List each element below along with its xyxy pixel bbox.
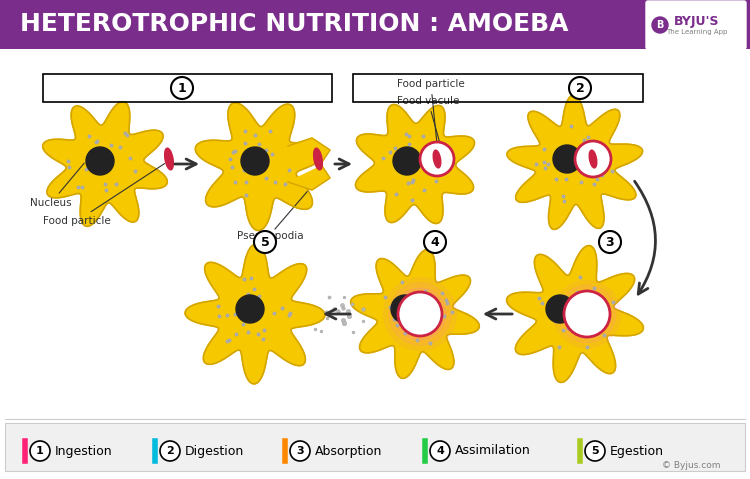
Circle shape xyxy=(241,147,269,175)
Polygon shape xyxy=(288,166,330,190)
Text: 4: 4 xyxy=(436,446,444,456)
Text: Digestion: Digestion xyxy=(185,445,244,457)
Circle shape xyxy=(430,441,450,461)
Text: 5: 5 xyxy=(591,446,598,456)
Circle shape xyxy=(420,142,454,176)
Text: 4: 4 xyxy=(430,236,439,249)
Text: Food vacule: Food vacule xyxy=(397,96,459,166)
Circle shape xyxy=(86,147,114,175)
Text: HETEROTROPHIC NUTRITION : AMOEBA: HETEROTROPHIC NUTRITION : AMOEBA xyxy=(20,12,568,36)
Ellipse shape xyxy=(314,148,322,170)
Circle shape xyxy=(558,285,616,343)
Text: 2: 2 xyxy=(166,446,174,456)
Text: Nucleus: Nucleus xyxy=(30,163,84,208)
Circle shape xyxy=(564,291,610,337)
Text: Food particle: Food particle xyxy=(43,163,165,226)
Circle shape xyxy=(575,141,611,177)
Text: Absorption: Absorption xyxy=(315,445,382,457)
Polygon shape xyxy=(288,138,330,162)
Circle shape xyxy=(394,288,446,340)
Text: Food particle: Food particle xyxy=(397,79,465,141)
Polygon shape xyxy=(185,244,325,384)
Text: 2: 2 xyxy=(576,81,584,94)
Polygon shape xyxy=(43,102,167,226)
Circle shape xyxy=(254,231,276,253)
Circle shape xyxy=(585,441,605,461)
Circle shape xyxy=(554,280,620,348)
Text: Ingestion: Ingestion xyxy=(55,445,112,457)
Circle shape xyxy=(171,77,193,99)
Circle shape xyxy=(546,295,574,323)
Circle shape xyxy=(383,278,457,351)
FancyBboxPatch shape xyxy=(646,1,746,49)
Text: BYJU'S: BYJU'S xyxy=(674,14,720,27)
Circle shape xyxy=(236,295,264,323)
Text: The Learning App: The Learning App xyxy=(666,29,728,35)
FancyBboxPatch shape xyxy=(5,423,745,471)
Ellipse shape xyxy=(164,148,173,170)
Text: Assimilation: Assimilation xyxy=(455,445,531,457)
Ellipse shape xyxy=(433,150,441,168)
Text: 1: 1 xyxy=(178,81,186,94)
Text: B: B xyxy=(656,20,664,30)
Circle shape xyxy=(393,147,421,175)
Polygon shape xyxy=(351,250,479,378)
FancyBboxPatch shape xyxy=(0,0,750,49)
Ellipse shape xyxy=(590,150,597,168)
Circle shape xyxy=(424,231,446,253)
Text: 5: 5 xyxy=(261,236,269,249)
Circle shape xyxy=(398,292,442,336)
Text: Pseudopodia: Pseudopodia xyxy=(237,231,303,241)
Polygon shape xyxy=(356,104,475,224)
Circle shape xyxy=(569,77,591,99)
Text: © Byjus.com: © Byjus.com xyxy=(662,460,720,469)
Text: 3: 3 xyxy=(296,446,304,456)
Polygon shape xyxy=(195,103,326,230)
Circle shape xyxy=(388,283,452,345)
Circle shape xyxy=(30,441,50,461)
Polygon shape xyxy=(507,95,643,229)
Circle shape xyxy=(563,290,611,338)
Circle shape xyxy=(160,441,180,461)
Circle shape xyxy=(652,17,668,33)
Text: 3: 3 xyxy=(606,236,614,249)
Text: Egestion: Egestion xyxy=(610,445,664,457)
Circle shape xyxy=(290,441,310,461)
Circle shape xyxy=(599,231,621,253)
Circle shape xyxy=(553,145,581,173)
Text: 1: 1 xyxy=(36,446,44,456)
Circle shape xyxy=(391,295,419,323)
Polygon shape xyxy=(506,246,644,382)
